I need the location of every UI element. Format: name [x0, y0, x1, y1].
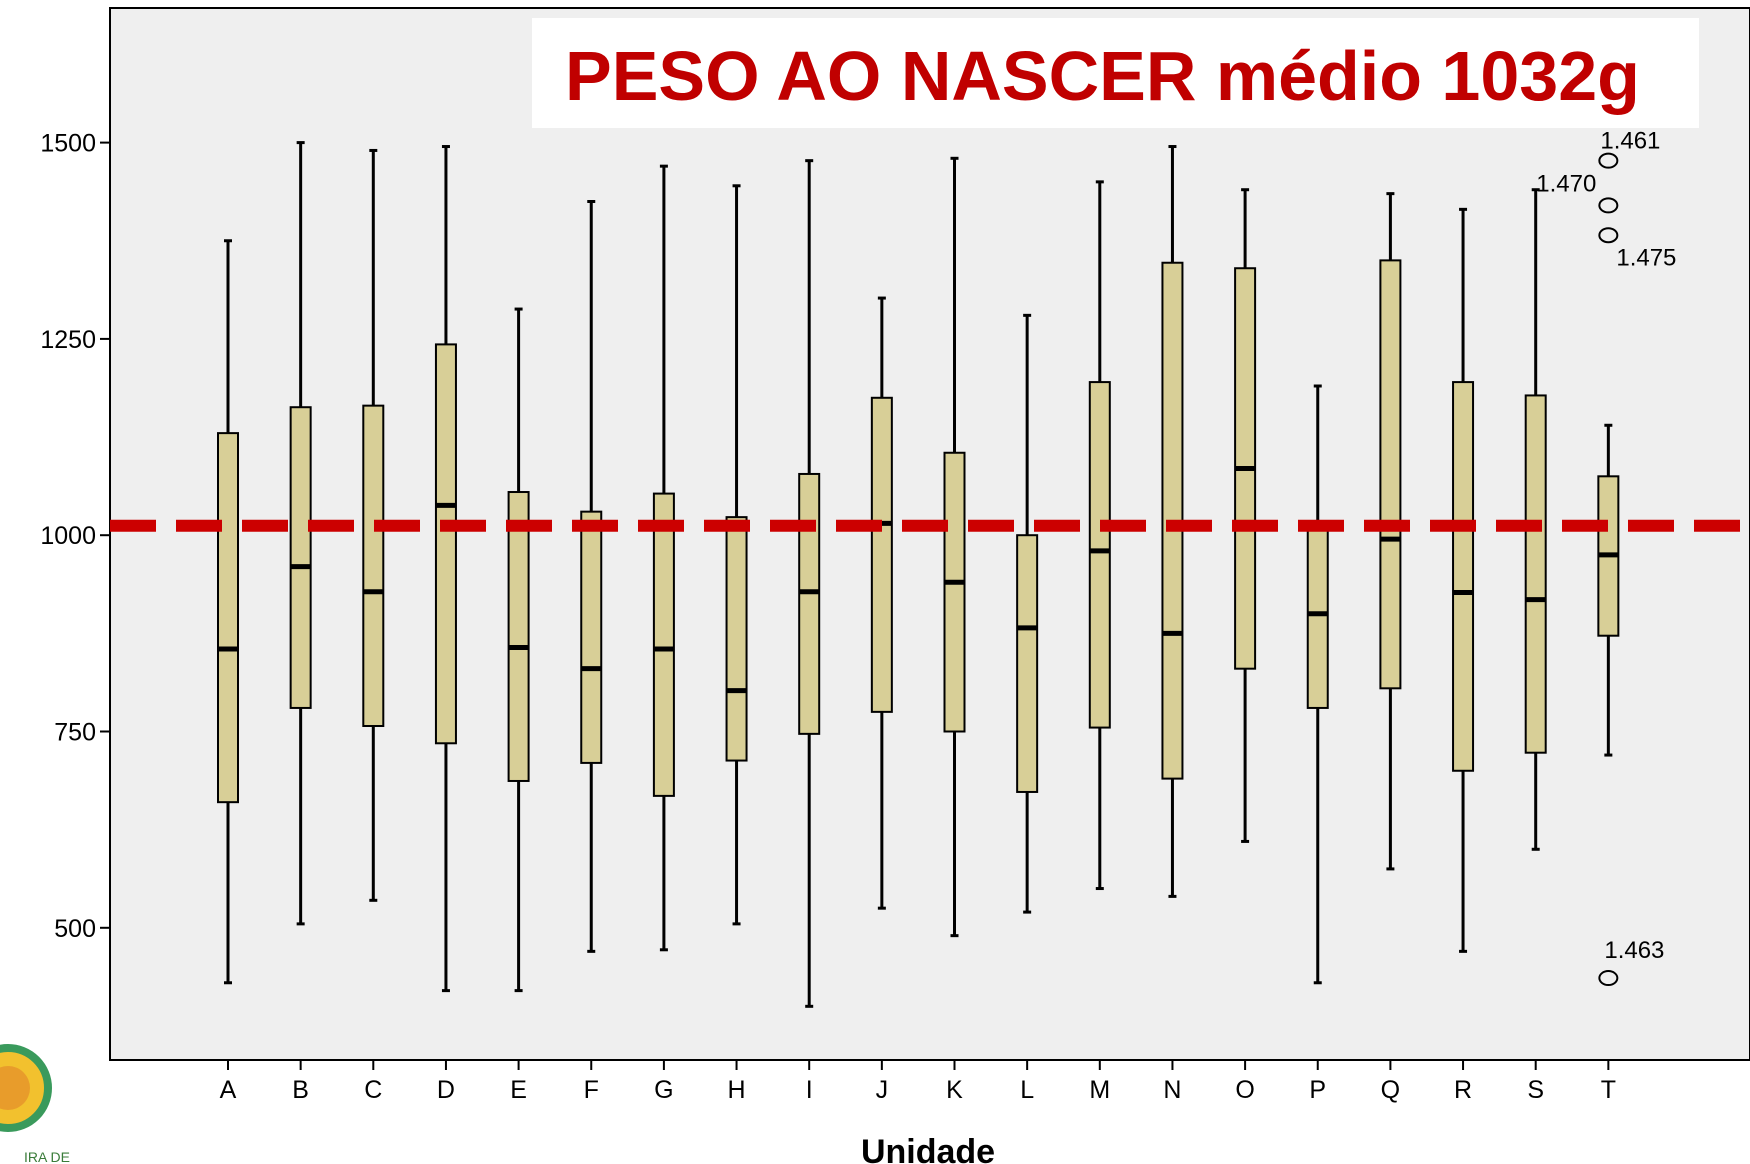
x-tick-label: C — [364, 1076, 382, 1104]
y-axis: 500 750 1000 1250 1500 — [40, 130, 110, 943]
y-tick-label: 1250 — [40, 326, 96, 354]
outlier-label: 1.475 — [1616, 244, 1676, 271]
box-R — [1452, 207, 1475, 953]
box-C — [362, 148, 385, 902]
outlier-label: 1.463 — [1604, 937, 1664, 964]
chart-title: PESO AO NASCER médio 1032g — [565, 37, 1640, 115]
box-M — [1088, 180, 1111, 891]
box-iqr — [507, 491, 530, 782]
plot-background — [109, 7, 1750, 1061]
outlier-point — [1598, 227, 1619, 244]
x-tick-label: T — [1601, 1076, 1616, 1104]
x-tick-label: E — [510, 1076, 527, 1104]
outlier-label: 1.461 — [1600, 128, 1660, 155]
x-tick-label: R — [1454, 1076, 1472, 1104]
title-box — [532, 18, 1699, 128]
x-axis: A B C D E F G H I J K L M N O P Q R S T — [220, 1060, 1616, 1104]
x-tick-label: I — [806, 1076, 813, 1104]
box-H — [725, 184, 748, 926]
box-S — [1524, 188, 1547, 851]
x-tick-label: H — [728, 1076, 746, 1104]
box-iqr — [870, 396, 893, 713]
y-tick-label: 1500 — [40, 130, 96, 158]
outlier-point — [1598, 970, 1619, 987]
box-iqr — [1524, 394, 1547, 754]
box-iqr — [362, 404, 385, 728]
box-iqr — [1452, 381, 1475, 772]
box-iqr — [217, 432, 239, 804]
x-tick-label: K — [946, 1076, 963, 1104]
x-tick-label: L — [1020, 1076, 1034, 1104]
box-D — [434, 145, 457, 993]
logo-seal: IRA DE — [0, 1044, 70, 1164]
box-iqr — [1016, 534, 1039, 793]
y-tick-label: 750 — [54, 719, 96, 747]
box-iqr — [725, 516, 748, 762]
y-tick-label: 500 — [54, 915, 96, 943]
box-K — [943, 156, 966, 938]
box-iqr — [1306, 524, 1329, 709]
x-tick-label: Q — [1381, 1076, 1400, 1104]
box-series — [217, 141, 1620, 1008]
box-iqr — [434, 343, 457, 745]
box-L — [1016, 313, 1039, 914]
x-tick-label: N — [1163, 1076, 1181, 1104]
outlier-label: 1.470 — [1536, 170, 1596, 197]
box-F — [580, 199, 603, 953]
x-tick-label: A — [220, 1076, 237, 1104]
x-tick-label: S — [1527, 1076, 1544, 1104]
box-iqr — [580, 510, 603, 764]
box-A — [217, 239, 239, 985]
box-G — [652, 164, 675, 952]
x-tick-label: F — [584, 1076, 599, 1104]
x-tick-label: D — [437, 1076, 455, 1104]
box-iqr — [1088, 381, 1111, 729]
x-tick-label: P — [1309, 1076, 1326, 1104]
x-axis-title: Unidade — [861, 1133, 995, 1164]
box-B — [289, 141, 312, 926]
box-I — [798, 159, 821, 1008]
svg-text:IRA DE: IRA DE — [24, 1149, 70, 1164]
outlier-point — [1598, 152, 1619, 169]
box-iqr — [289, 406, 312, 709]
y-tick-label: 1000 — [40, 522, 96, 550]
x-tick-label: B — [292, 1076, 309, 1104]
box-O — [1234, 188, 1257, 843]
box-iqr — [652, 492, 675, 797]
box-iqr — [943, 451, 966, 733]
box-P — [1306, 384, 1329, 985]
box-iqr — [1379, 259, 1402, 690]
x-tick-label: O — [1235, 1076, 1254, 1104]
x-tick-label: J — [876, 1076, 889, 1104]
box-E — [507, 307, 530, 993]
box-iqr — [798, 472, 821, 735]
x-tick-label: M — [1089, 1076, 1110, 1104]
outlier-point — [1598, 197, 1619, 214]
box-T — [1597, 423, 1620, 757]
x-tick-label: G — [654, 1076, 673, 1104]
